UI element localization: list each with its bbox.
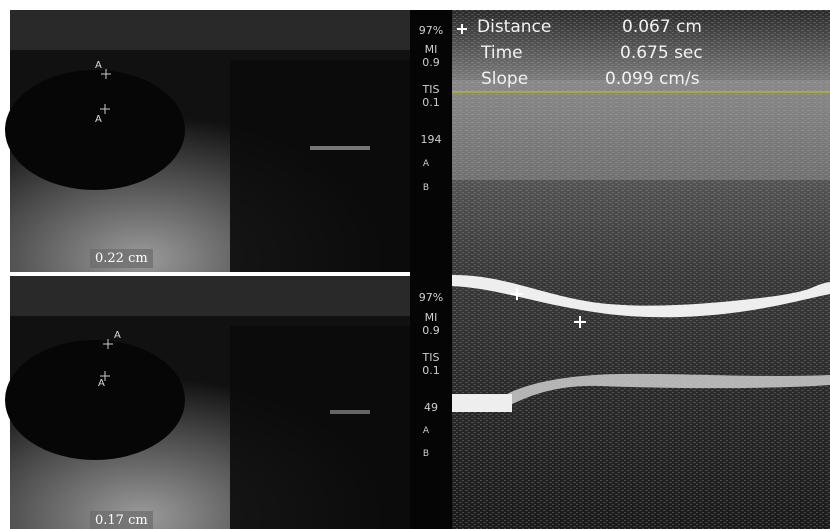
a-label: A <box>422 426 430 436</box>
marker: A <box>98 378 105 389</box>
marker: A <box>95 60 102 71</box>
depth: 49 <box>424 401 438 414</box>
b-label: B <box>422 449 430 459</box>
b-label: B <box>422 183 430 193</box>
depth: 194 <box>420 133 442 146</box>
measurement-label: 0.17 cm <box>90 511 153 529</box>
tis-value: 0.1 <box>422 96 440 109</box>
measurement-value: 0.675 sec <box>620 43 703 63</box>
mi-label: MI <box>424 43 438 56</box>
measurement-name: Distance <box>477 17 552 37</box>
mi-value: 0.9 <box>422 56 440 69</box>
measurement-label: 0.22 cm <box>90 249 153 268</box>
gain: 97% <box>418 291 444 304</box>
measurement-value: 0.067 cm <box>622 17 702 37</box>
measurement-name: Slope <box>481 69 529 89</box>
tis-label: TIS <box>422 351 440 364</box>
a-label: A <box>422 159 430 169</box>
mi-label: MI <box>424 311 438 324</box>
marker: A <box>95 114 102 125</box>
marker: A <box>114 330 121 341</box>
measurement-name: Time <box>481 43 523 63</box>
tis-label: TIS <box>422 83 440 96</box>
measurement-value: 0.099 cm/s <box>605 69 700 89</box>
mi-value: 0.9 <box>422 324 440 337</box>
gain: 97% <box>418 24 444 37</box>
tis-value: 0.1 <box>422 364 440 377</box>
